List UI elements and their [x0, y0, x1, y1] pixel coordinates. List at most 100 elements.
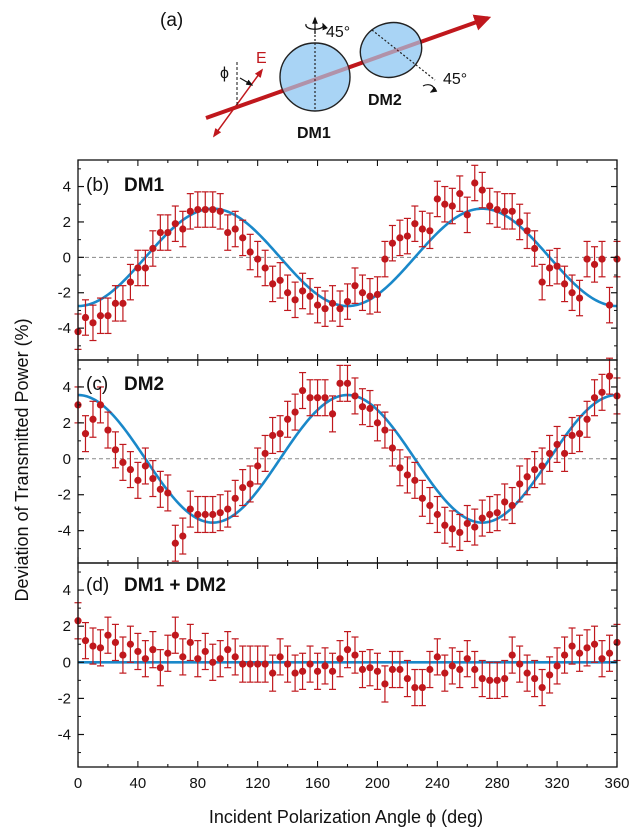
panel-title: DM1 + DM2	[124, 575, 226, 596]
data-point	[605, 649, 614, 657]
data-point	[523, 669, 531, 677]
data-point	[306, 394, 314, 402]
data-point	[186, 207, 194, 215]
data-point	[516, 480, 524, 488]
data-point	[209, 510, 217, 519]
data-point	[328, 299, 337, 307]
schematic-panel-label: (a)	[160, 10, 183, 31]
data-point	[373, 290, 382, 299]
data-point	[508, 207, 516, 215]
data-point	[448, 525, 456, 533]
data-point	[538, 462, 546, 470]
data-point	[388, 239, 397, 247]
data-point	[141, 264, 149, 272]
data-point	[119, 458, 127, 466]
rotation-label-dm1: 45°	[326, 24, 350, 41]
mirror-dm1-label: DM1	[297, 125, 331, 142]
data-point	[201, 647, 209, 656]
data-point	[254, 462, 262, 470]
data-point	[441, 521, 449, 529]
data-point	[336, 655, 344, 663]
data-point	[111, 638, 120, 647]
data-point	[426, 501, 434, 510]
data-point	[456, 528, 464, 537]
y-tick-label: 0	[63, 654, 71, 671]
polarization-vector	[212, 68, 264, 138]
data-point	[306, 292, 314, 300]
data-point	[313, 667, 322, 675]
data-point	[441, 200, 449, 208]
data-point	[433, 510, 441, 519]
y-tick-label: 2	[63, 415, 71, 432]
data-point	[605, 372, 614, 380]
data-point	[298, 386, 307, 395]
data-point	[351, 651, 359, 659]
data-point	[418, 683, 426, 692]
data-point	[546, 449, 554, 458]
data-point	[149, 244, 157, 253]
data-point	[403, 674, 411, 683]
polarization-label: E	[256, 50, 267, 67]
data-point	[104, 426, 112, 434]
data-point	[531, 674, 539, 683]
data-point	[493, 205, 501, 214]
data-point	[583, 644, 591, 652]
data-point	[276, 653, 284, 661]
data-point	[291, 408, 299, 416]
data-point	[478, 186, 486, 194]
data-point	[141, 655, 149, 663]
data-point	[463, 655, 471, 663]
data-point	[171, 631, 179, 639]
data-point	[81, 637, 90, 645]
data-point	[478, 674, 486, 683]
panel-d: (d) DM1 + DM2	[74, 575, 621, 707]
data-point	[373, 667, 382, 675]
data-point	[201, 510, 209, 519]
data-point	[126, 278, 135, 286]
mirror-dm2-label: DM2	[368, 92, 402, 109]
data-point	[171, 539, 179, 547]
data-point	[396, 464, 404, 472]
data-point	[216, 207, 224, 215]
data-point	[126, 465, 135, 474]
data-point	[343, 297, 352, 306]
data-point	[313, 301, 322, 309]
data-point	[254, 660, 262, 668]
data-point	[568, 431, 576, 440]
data-point	[516, 660, 524, 668]
data-point	[568, 289, 576, 297]
data-point	[598, 388, 606, 396]
data-point	[328, 410, 337, 418]
data-point	[81, 430, 90, 438]
panel-c: (c) DM2	[74, 357, 621, 562]
data-point	[284, 289, 292, 297]
data-point	[201, 205, 209, 214]
data-point	[194, 205, 202, 214]
y-tick-label: 4	[63, 379, 71, 396]
data-point	[463, 519, 471, 528]
rotation-label-dm2: 45°	[443, 71, 467, 88]
data-point	[104, 631, 112, 639]
data-point	[104, 312, 112, 320]
data-point	[546, 264, 554, 272]
data-point	[246, 248, 254, 256]
data-point	[553, 440, 561, 449]
data-point	[134, 264, 142, 272]
x-tick-label: 200	[365, 775, 390, 792]
data-point	[149, 646, 157, 654]
data-point	[269, 431, 277, 440]
y-tick-label: 2	[63, 214, 71, 231]
data-point	[194, 655, 202, 663]
data-point	[156, 485, 164, 493]
data-point	[209, 205, 217, 214]
data-point	[321, 662, 329, 670]
data-point	[231, 653, 239, 661]
x-tick-label: 40	[130, 775, 147, 792]
data-point	[239, 483, 247, 492]
data-point	[141, 462, 149, 470]
data-points	[74, 372, 621, 547]
data-point	[261, 660, 269, 668]
x-axis-ticks: 0 40 80 120 160 200 240 280 320 360	[74, 160, 630, 792]
data-point	[516, 218, 524, 226]
